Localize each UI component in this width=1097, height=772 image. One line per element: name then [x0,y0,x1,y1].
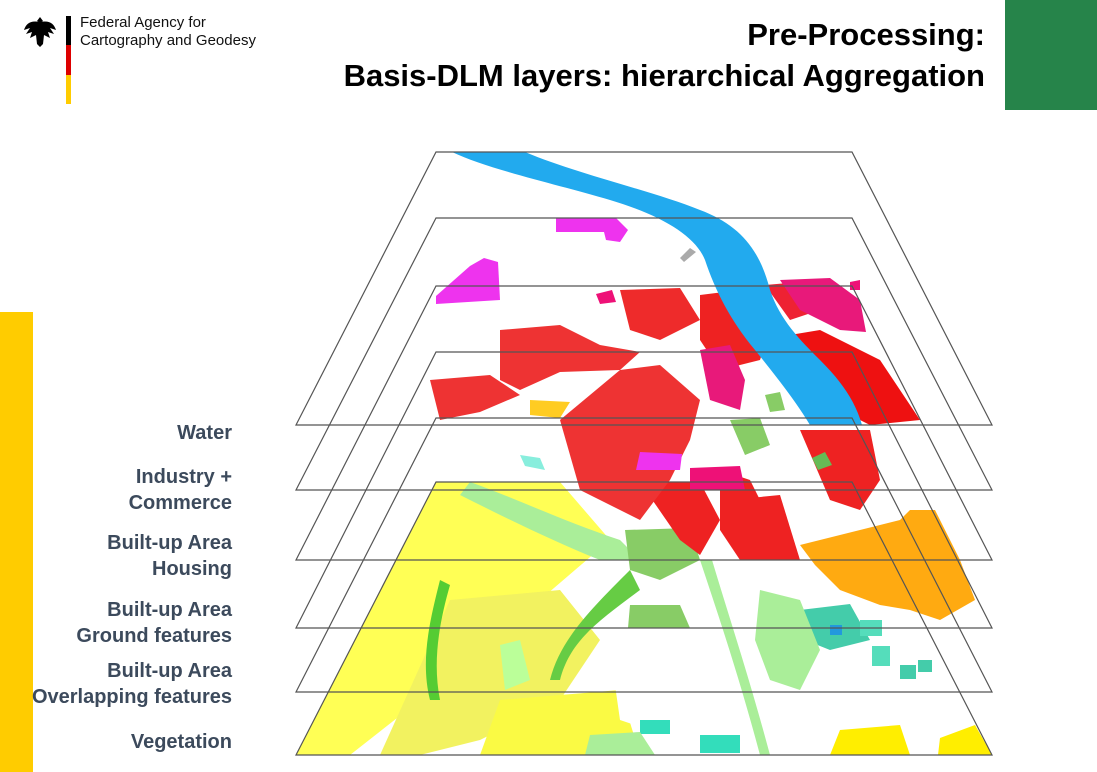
overlap-feature [918,660,932,672]
industry-area [596,290,616,304]
overlapping-features-layer [640,604,969,753]
overlap-feature [700,735,740,753]
industry-area [556,218,628,242]
industry-area [700,345,745,410]
overlap-feature [945,630,969,660]
ground-feature [550,570,640,680]
flag-stripe [66,16,71,46]
layer-frame-industry [295,217,993,491]
industry-area [850,280,860,290]
vegetation-area [380,590,600,755]
green-feature [765,392,785,412]
housing-area [620,288,700,340]
river [452,152,862,425]
housing-area [720,470,780,560]
housing-area [640,482,720,555]
green-feature [812,452,832,470]
layer-frame-overlap [295,417,993,693]
layer-label-overlap: Built-up Area Overlapping features [31,660,232,708]
vegetation-area [938,725,992,755]
housing-area [430,375,520,420]
layer-frame-water [295,151,993,426]
layer-frame-housing [295,285,993,561]
ground-feature [700,560,770,755]
commerce-area [800,510,975,620]
vegetation-area [830,725,910,755]
german-flag-stripe [66,16,71,104]
ground-feature [460,482,640,560]
teal-feature [520,455,545,470]
ground-features-layer [425,482,820,755]
ground-feature [500,640,530,690]
housing-area [800,430,880,510]
layer-frame-ground [295,351,993,629]
federal-eagle-icon [24,17,56,47]
layer-frame-vegetation [295,481,993,756]
overlap-feature [640,720,670,734]
ground-feature [585,732,655,755]
layer-labels: Water Industry + Commerce Built-up Area … [0,0,240,772]
ground-feature [625,528,700,580]
layer-label-water: Water [177,422,232,444]
layer-frames [295,151,993,756]
layer-label-industry: Industry + Commerce [128,466,232,514]
ground-feature [755,590,820,690]
housing-layer [430,325,640,420]
housing-area [500,325,640,390]
flag-stripe [66,45,71,75]
ground-feature [425,580,450,700]
flag-stripe [66,74,71,104]
accent-green-block [1005,0,1097,110]
accent-yellow-bar [0,312,33,772]
layer-label-vegetation: Vegetation [130,731,232,753]
industry-area [690,466,745,490]
overlap-feature [900,665,916,679]
river-branch [680,248,696,262]
industry-area [636,452,682,470]
ground-feature [628,605,690,628]
housing-area [530,400,570,418]
industry-area [780,278,866,332]
housing-area [560,365,700,520]
industry-area [436,258,500,304]
green-feature [730,418,770,455]
agency-logo: Federal Agency for Cartography and Geode… [22,14,262,106]
page-title: Pre-Processing: Basis-DLM layers: hierar… [343,17,985,93]
layer-label-ground: Built-up Area Ground features [76,599,232,647]
agency-name: Federal Agency for Cartography and Geode… [80,14,256,49]
overlap-feature [830,625,842,635]
overlap-feature [872,646,890,666]
layer-label-housing: Built-up Area Housing [107,532,232,580]
